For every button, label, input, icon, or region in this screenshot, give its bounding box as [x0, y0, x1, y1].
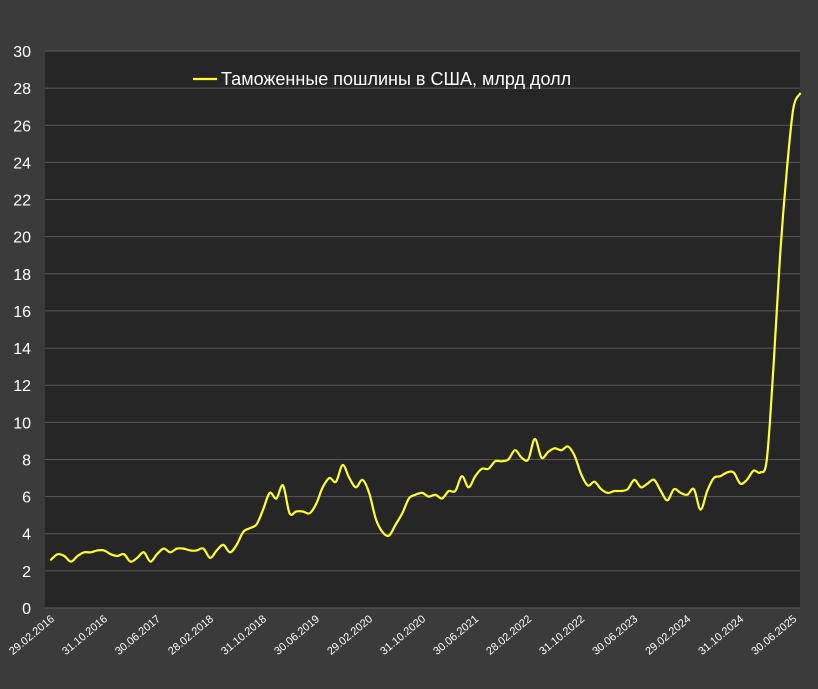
y-tick-label: 28	[13, 81, 31, 98]
y-tick-label: 0	[22, 601, 31, 618]
y-tick-label: 12	[13, 378, 31, 395]
x-tick-label: 30.06.2023	[590, 613, 640, 658]
y-tick-label: 22	[13, 193, 31, 210]
y-tick-label: 6	[22, 490, 31, 507]
x-tick-label: 31.10.2018	[219, 613, 269, 658]
y-tick-label: 14	[13, 341, 31, 358]
x-tick-label: 30.06.2019	[272, 613, 322, 658]
x-tick-label: 28.02.2022	[484, 613, 534, 658]
legend: Таможенные пошлины в США, млрд долл	[193, 69, 571, 89]
plot-area	[45, 51, 800, 608]
x-tick-label: 30.06.2017	[113, 613, 163, 658]
y-tick-label: 30	[13, 44, 31, 61]
y-tick-label: 18	[13, 267, 31, 284]
y-tick-label: 8	[22, 452, 31, 469]
gridlines	[45, 50, 800, 609]
x-tick-label: 31.10.2016	[60, 613, 110, 658]
x-tick-label: 29.02.2020	[325, 613, 375, 658]
y-tick-label: 4	[22, 527, 31, 544]
x-tick-label: 30.06.2021	[431, 613, 481, 658]
x-tick-label: 31.10.2022	[537, 613, 587, 658]
x-axis-ticks: 29.02.2016 31.10.2016 30.06.2017 28.02.2018…	[7, 613, 799, 658]
legend-label: Таможенные пошлины в США, млрд долл	[221, 69, 571, 89]
x-tick-label: 28.02.2018	[166, 613, 216, 658]
y-tick-label: 24	[13, 155, 31, 172]
y-tick-label: 16	[13, 304, 31, 321]
x-tick-label: 31.10.2020	[378, 613, 428, 658]
x-tick-label: 31.10.2024	[696, 613, 746, 658]
series-line-tariffs	[49, 92, 802, 563]
y-tick-label: 26	[13, 118, 31, 135]
y-tick-label: 2	[22, 564, 31, 581]
x-tick-label: 30.06.2025	[749, 613, 799, 658]
y-tick-label: 10	[13, 415, 31, 432]
x-tick-label: 29.02.2016	[7, 613, 57, 658]
y-tick-label: 20	[13, 230, 31, 247]
x-tick-label: 29.02.2024	[643, 613, 693, 658]
